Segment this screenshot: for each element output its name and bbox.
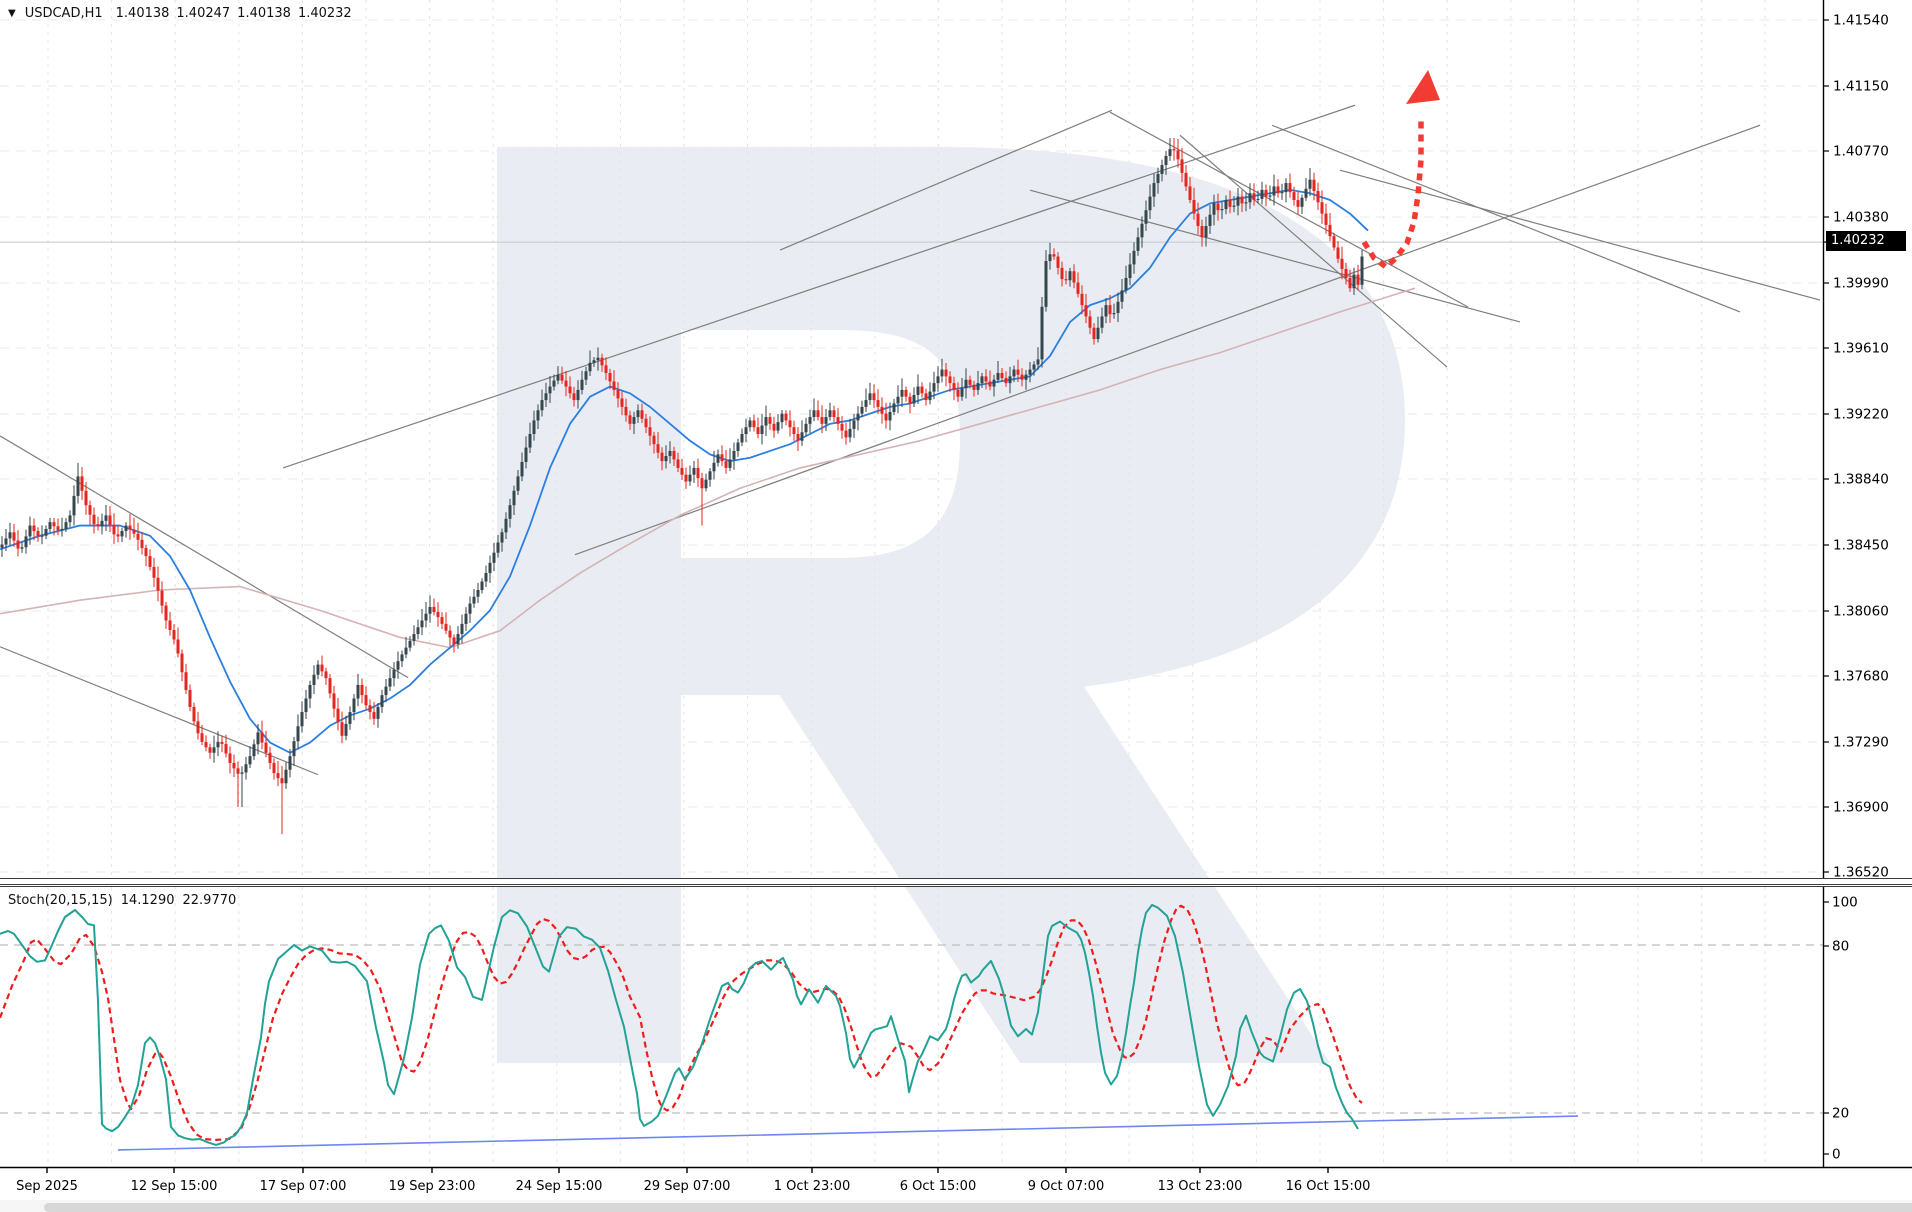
stoch-d-line — [0, 904, 1363, 1141]
svg-text:1.37680: 1.37680 — [1833, 669, 1889, 685]
svg-text:1.38840: 1.38840 — [1833, 472, 1889, 488]
svg-text:20: 20 — [1832, 1106, 1849, 1122]
scrollbar-thumb[interactable] — [44, 1203, 1912, 1212]
svg-text:1.38060: 1.38060 — [1833, 604, 1889, 620]
stochastic-panel — [0, 944, 1823, 1151]
svg-text:1.40380: 1.40380 — [1833, 210, 1889, 226]
svg-text:19 Sep 23:00: 19 Sep 23:00 — [389, 1179, 476, 1194]
open-value: 1.40138 — [115, 6, 170, 21]
candles-layer — [0, 137, 1364, 835]
stoch-k-line — [0, 903, 1359, 1146]
svg-text:1.39220: 1.39220 — [1833, 407, 1889, 423]
svg-text:16 Oct 15:00: 16 Oct 15:00 — [1286, 1179, 1371, 1194]
low-value: 1.40138 — [237, 6, 291, 21]
svg-text:1.36520: 1.36520 — [1833, 865, 1889, 881]
svg-text:1.39610: 1.39610 — [1833, 341, 1889, 357]
high-value: 1.40247 — [176, 6, 231, 21]
svg-text:Sep 2025: Sep 2025 — [16, 1179, 78, 1194]
current-price-badge: 1.40232 — [1826, 231, 1906, 251]
svg-text:100: 100 — [1832, 895, 1858, 911]
symbol-dropdown-icon[interactable]: ▼ — [8, 8, 16, 19]
panel-splitter[interactable] — [0, 878, 1912, 887]
svg-text:1.39990: 1.39990 — [1833, 276, 1889, 292]
svg-text:12 Sep 15:00: 12 Sep 15:00 — [131, 1179, 218, 1194]
forecast-arrow — [1361, 70, 1440, 271]
svg-text:9 Oct 07:00: 9 Oct 07:00 — [1028, 1179, 1104, 1194]
stochastic-d-value: 22.9770 — [182, 893, 237, 908]
ma-fast-line — [0, 188, 1369, 754]
svg-text:13 Oct 23:00: 13 Oct 23:00 — [1158, 1179, 1243, 1194]
grid-lines — [0, 0, 1823, 1167]
svg-text:6 Oct 15:00: 6 Oct 15:00 — [900, 1179, 976, 1194]
svg-text:24 Sep 15:00: 24 Sep 15:00 — [516, 1179, 603, 1194]
ma-slow-line — [0, 287, 1416, 649]
svg-text:80: 80 — [1832, 939, 1849, 955]
svg-text:29 Sep 07:00: 29 Sep 07:00 — [644, 1179, 731, 1194]
svg-text:1.41150: 1.41150 — [1833, 79, 1889, 95]
svg-text:1.41540: 1.41540 — [1833, 13, 1889, 29]
stochastic-name: Stoch(20,15,15) — [8, 893, 113, 908]
svg-text:17 Sep 07:00: 17 Sep 07:00 — [260, 1179, 347, 1194]
svg-text:1.40770: 1.40770 — [1833, 144, 1889, 160]
svg-text:1.37290: 1.37290 — [1833, 735, 1889, 751]
svg-text:0: 0 — [1832, 1147, 1841, 1163]
brand-watermark — [497, 147, 1405, 1063]
symbol-period-label: USDCAD,H1 — [24, 6, 103, 21]
stochastic-label: Stoch(20,15,15) 14.1290 22.9770 — [8, 893, 236, 908]
stochastic-k-value: 14.1290 — [120, 893, 175, 908]
chart-ohlc-header: ▼ USDCAD,H1 1.40138 1.40247 1.40138 1.40… — [8, 6, 352, 21]
svg-text:1.38450: 1.38450 — [1833, 538, 1889, 554]
svg-text:1.36900: 1.36900 — [1833, 800, 1889, 816]
close-value: 1.40232 — [297, 6, 352, 21]
trendlines — [0, 104, 1821, 776]
horizontal-scrollbar[interactable] — [0, 1200, 1912, 1212]
svg-text:1 Oct 23:00: 1 Oct 23:00 — [774, 1179, 850, 1194]
